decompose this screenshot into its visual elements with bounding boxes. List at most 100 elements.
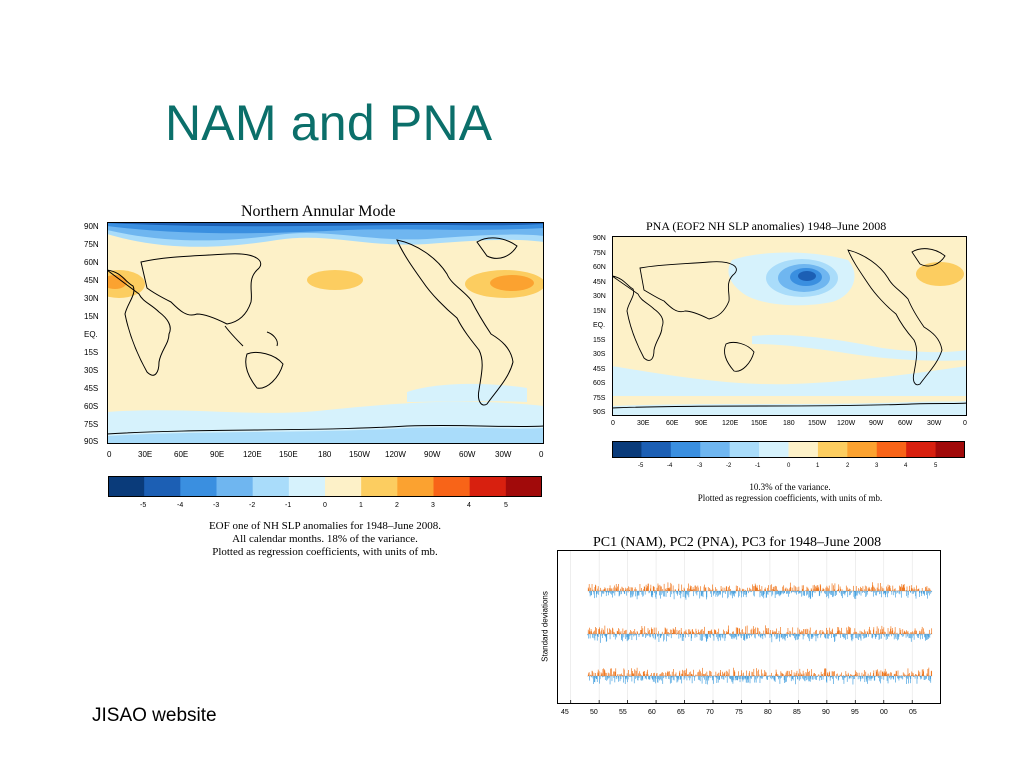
nam-lon-label: 30W	[495, 450, 512, 459]
nam-colorbar-label: 1	[359, 502, 363, 509]
nam-lat-label: 75S	[84, 420, 99, 429]
pna-lat-label: 90N	[593, 235, 606, 242]
colorbar-swatch	[935, 441, 965, 458]
pna-lat-label: 75N	[593, 250, 606, 257]
nam-southern-patch	[407, 383, 527, 402]
colorbar-swatch	[469, 476, 507, 497]
nam-colorbar-label: -1	[285, 502, 292, 509]
pna-lat-label: EQ.	[593, 322, 606, 329]
nam-caption-line: EOF one of NH SLP anomalies for 1948–Jun…	[208, 520, 442, 532]
pna-lon-label: 150E	[751, 420, 768, 427]
pc-xtick-label: 65	[677, 709, 685, 716]
pc-xtick-label: 45	[561, 709, 569, 716]
pna-lon-label: 0	[963, 420, 967, 427]
pc-xtick-label: 80	[764, 709, 772, 716]
colorbar-swatch	[876, 441, 907, 458]
pna-colorbar-label: -3	[697, 463, 703, 469]
nam-lat-label: 30S	[84, 366, 99, 375]
pc-chart	[557, 550, 941, 704]
nam-lat-label: 30N	[84, 294, 99, 303]
nam-lat-label: EQ.	[84, 330, 98, 339]
nam-lat-label: 45N	[84, 276, 99, 285]
nam-lat-label: 60N	[84, 258, 99, 267]
nam-colorbar-label: 3	[431, 502, 435, 509]
nam-lat-label: 15N	[84, 312, 99, 321]
nam-lon-label: 120E	[243, 450, 262, 459]
pc-xtick-label: 70	[706, 709, 714, 716]
pna-colorbar-label: -2	[726, 463, 732, 469]
pc-xtick-label: 05	[909, 709, 917, 716]
pc-series-1	[587, 582, 933, 600]
nam-colorbar-label: -4	[177, 502, 184, 509]
colorbar-swatch	[788, 441, 819, 458]
pna-lon-label: 90W	[869, 420, 884, 427]
colorbar-swatch	[729, 441, 760, 458]
colorbar-swatch	[325, 476, 362, 497]
nam-antarctic	[107, 427, 544, 444]
pna-lat-label: 60N	[593, 264, 606, 271]
colorbar-swatch	[397, 476, 434, 497]
pna-lat-label: 45S	[593, 366, 606, 373]
colorbar-frame	[108, 476, 542, 497]
nam-lon-label: 120W	[385, 450, 406, 459]
pna-lat-label: 45N	[593, 279, 606, 286]
nam-caption: EOF one of NH SLP anomalies for 1948–Jun…	[180, 520, 470, 559]
nam-lon-label: 90W	[424, 450, 441, 459]
footer-source: JISAO website	[92, 705, 217, 726]
pna-lon-label: 120W	[837, 420, 856, 427]
slide-title: NAM and PNA	[165, 95, 493, 151]
pc-chart-ylabel: Standard deviations	[540, 591, 550, 662]
nam-lat-label: 60S	[84, 402, 99, 411]
colorbar-swatch	[216, 476, 254, 497]
nam-colorbar	[108, 476, 542, 497]
nam-lat-label: 90N	[84, 222, 99, 231]
nam-colorbar-label: 5	[504, 502, 508, 509]
nam-atlantic-high-east-core	[490, 275, 534, 291]
colorbar-swatch	[361, 476, 398, 497]
colorbar-swatch	[759, 441, 789, 458]
nam-pacific-high	[307, 270, 363, 290]
nam-atlantic-high-core	[107, 275, 127, 289]
colorbar-swatch	[288, 476, 326, 497]
pna-colorbar-label: 1	[816, 463, 820, 469]
pna-lon-label: 120E	[722, 420, 739, 427]
pna-lon-label: 60E	[666, 420, 679, 427]
pna-colorbar-label: -1	[755, 463, 761, 469]
nam-lat-label: 75N	[84, 240, 99, 249]
colorbar-swatch	[612, 441, 642, 458]
colorbar-swatch	[670, 441, 701, 458]
pna-south-band	[612, 366, 967, 396]
nam-lon-label: 60E	[174, 450, 189, 459]
pna-lon-label: 30W	[927, 420, 942, 427]
pna-colorbar-label: 0	[787, 463, 791, 469]
pc-plot-frame	[557, 550, 941, 704]
nam-lat-label: 45S	[84, 384, 99, 393]
nam-coastlines	[107, 237, 544, 435]
pc-xtick-label: 75	[735, 709, 743, 716]
pna-colorbar-label: 4	[904, 463, 908, 469]
nam-lon-label: 60W	[459, 450, 476, 459]
nam-lon-label: 90E	[210, 450, 225, 459]
pna-caption-line: 10.3% of the variance.	[749, 482, 831, 492]
nam-arctic-band-deep	[107, 222, 544, 227]
pna-lat-label: 90S	[593, 409, 606, 416]
pna-map-frame	[612, 236, 967, 416]
pna-lon-label: 90E	[695, 420, 708, 427]
nam-lon-label: 0	[539, 450, 544, 459]
nam-colorbar-label: -5	[140, 502, 147, 509]
colorbar-swatch	[108, 476, 145, 497]
pna-lat-label: 60S	[593, 380, 606, 387]
pna-lon-label: 180	[783, 420, 795, 427]
colorbar-swatch	[700, 441, 731, 458]
pc-xtick-label: 00	[880, 709, 888, 716]
nam-lon-label: 0	[107, 450, 112, 459]
colorbar-swatch	[505, 476, 542, 497]
pna-colorbar-label: 2	[846, 463, 850, 469]
nam-caption-line: All calendar months. 18% of the variance…	[232, 533, 418, 545]
pna-atlantic-high-outer	[916, 262, 964, 286]
colorbar-frame	[612, 441, 965, 458]
colorbar-swatch	[906, 441, 937, 458]
nam-lat-label: 90S	[84, 437, 99, 446]
nam-lon-label: 30E	[138, 450, 153, 459]
pna-caption-line: Plotted as regression coefficients, with…	[697, 493, 883, 503]
